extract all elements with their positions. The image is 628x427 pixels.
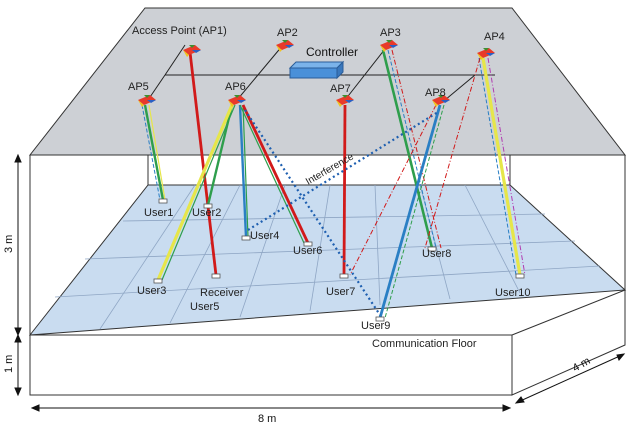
floor-box-side (511, 289, 626, 396)
ap-devices (138, 40, 495, 107)
ap8-device (432, 95, 450, 107)
ap5-device (138, 95, 156, 107)
beams (141, 49, 526, 319)
ap4-device (477, 48, 495, 60)
user5-label: User5 (190, 301, 219, 313)
receiver-label: Receiver (200, 287, 244, 299)
communication-floor-label: Communication Floor (372, 338, 477, 350)
dimension-arrows (14, 153, 626, 412)
ap3-device (380, 40, 398, 52)
ap2-device (276, 40, 294, 52)
ap7-device (336, 95, 354, 107)
ap3-label: AP3 (380, 27, 401, 39)
ap1-device (183, 45, 201, 57)
ap5-label: AP5 (128, 81, 149, 93)
user3-label: User3 (137, 285, 166, 297)
ceiling-plane (28, 7, 627, 156)
user4-label: User4 (250, 230, 279, 242)
ap8-label: AP8 (425, 87, 446, 99)
ap4-label: AP4 (484, 31, 505, 43)
floor-height-dimension: 1 m (3, 355, 15, 373)
controller-label: Controller (306, 45, 358, 59)
user10-label: User10 (495, 287, 530, 299)
user1-label: User1 (144, 207, 173, 219)
floor-grid (54, 184, 601, 330)
user9-label: User9 (361, 320, 390, 332)
user-receivers (153, 198, 525, 322)
user2-label: User2 (192, 207, 221, 219)
width-dimension: 8 m (258, 413, 276, 425)
user6-label: User6 (293, 245, 322, 257)
user8-label: User8 (422, 248, 451, 260)
ap7-label: AP7 (330, 83, 351, 95)
ap6-device (228, 95, 246, 107)
interference-label: Interference (304, 151, 356, 187)
ap1-label: Access Point (AP1) (132, 25, 227, 37)
height-dimension: 3 m (3, 235, 15, 253)
controller-device (288, 60, 345, 80)
user7-label: User7 (326, 286, 355, 298)
ap2-label: AP2 (277, 27, 298, 39)
ap6-label: AP6 (225, 81, 246, 93)
communication-floor-plane (28, 184, 627, 336)
